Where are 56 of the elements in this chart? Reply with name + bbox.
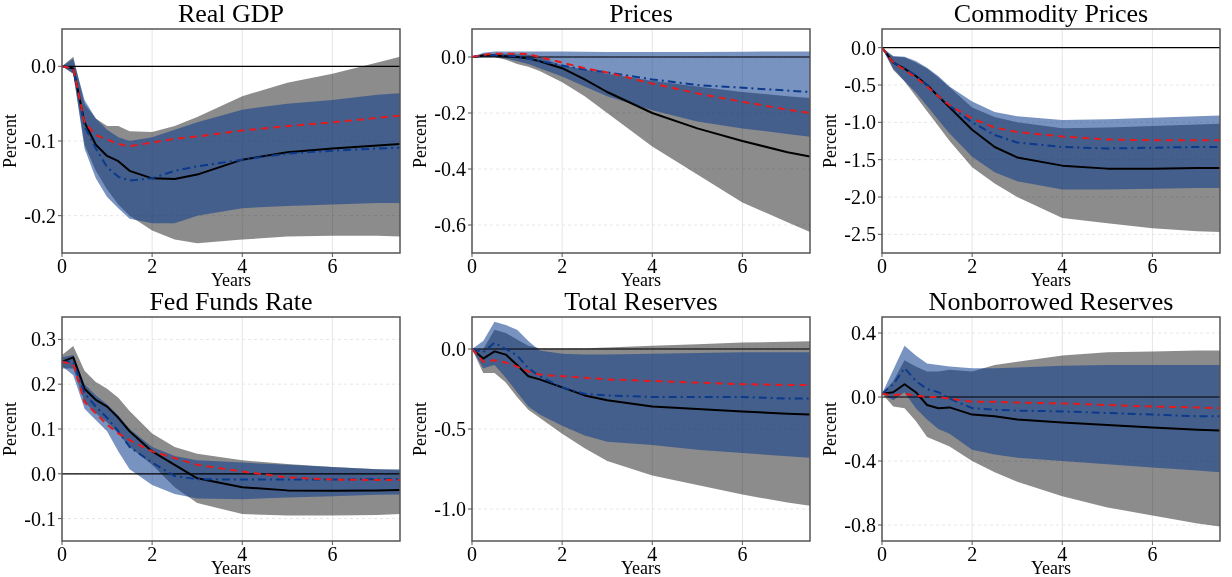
chart-title: Total Reserves [564, 287, 718, 316]
chart-title: Nonborrowed Reserves [928, 287, 1174, 316]
x-tick-label: 0 [467, 255, 477, 277]
chart-title: Commodity Prices [953, 0, 1149, 28]
line-series [882, 383, 1220, 432]
y-tick-label: 0.2 [31, 373, 56, 396]
y-axis-title: Percent [0, 114, 20, 168]
y-tick-label: 0.0 [851, 36, 876, 59]
y-tick-label: -0.6 [434, 214, 466, 236]
y-tick-label: -0.4 [434, 158, 466, 180]
x-tick-label: 2 [147, 255, 158, 277]
x-tick-label: 2 [147, 543, 158, 565]
y-tick-label: 0.4 [851, 322, 876, 344]
y-tick-label: 0.0 [441, 338, 466, 360]
y-tick-label: 0.0 [31, 55, 56, 78]
x-tick-label: 6 [737, 255, 748, 277]
x-tick-label: 0 [467, 543, 477, 565]
y-tick-label: -0.5 [434, 418, 466, 440]
y-tick-label: -2.0 [844, 186, 876, 208]
chart-title: Real GDP [177, 0, 285, 28]
y-axis-title: Percent [0, 402, 20, 456]
y-tick-label: 0.0 [31, 462, 56, 485]
y-tick-label: -0.4 [844, 450, 876, 472]
x-tick-label: 2 [557, 255, 568, 277]
x-tick-label: 6 [1147, 543, 1158, 565]
x-tick-label: 0 [877, 255, 887, 277]
y-axis-title: Percent [410, 114, 430, 168]
x-tick-label: 0 [57, 255, 67, 277]
y-axis-title: Percent [820, 402, 840, 456]
y-tick-label: 0.1 [31, 418, 56, 440]
x-tick-label: 0 [877, 543, 887, 565]
y-tick-label: -0.1 [24, 507, 56, 530]
y-tick-label: -0.8 [844, 514, 876, 536]
x-tick-label: 6 [327, 255, 338, 277]
y-tick-label: -0.2 [434, 102, 466, 124]
x-tick-label: 2 [967, 543, 978, 565]
y-tick-label: -1.5 [844, 148, 876, 171]
x-tick-label: 0 [57, 543, 67, 565]
x-tick-label: 2 [557, 543, 568, 565]
y-tick-label: 0.0 [851, 386, 876, 408]
y-tick-label: -0.5 [844, 74, 876, 96]
y-tick-label: -2.5 [844, 223, 876, 246]
y-tick-label: -0.1 [24, 130, 56, 152]
y-tick-label: 0.0 [441, 46, 466, 68]
chart-title: Prices [609, 0, 673, 28]
x-tick-label: 6 [737, 543, 748, 565]
y-axis-title: Percent [410, 402, 430, 456]
x-tick-label: 6 [1147, 255, 1158, 277]
y-tick-label: -0.2 [24, 204, 56, 227]
x-tick-label: 2 [967, 255, 978, 277]
chart-title: Fed Funds Rate [149, 287, 313, 316]
y-axis-title: Percent [820, 114, 840, 168]
y-tick-label: -1.0 [434, 498, 466, 520]
y-tick-label: -1.0 [844, 111, 876, 134]
x-tick-label: 6 [327, 543, 338, 565]
y-tick-label: 0.3 [31, 328, 56, 351]
